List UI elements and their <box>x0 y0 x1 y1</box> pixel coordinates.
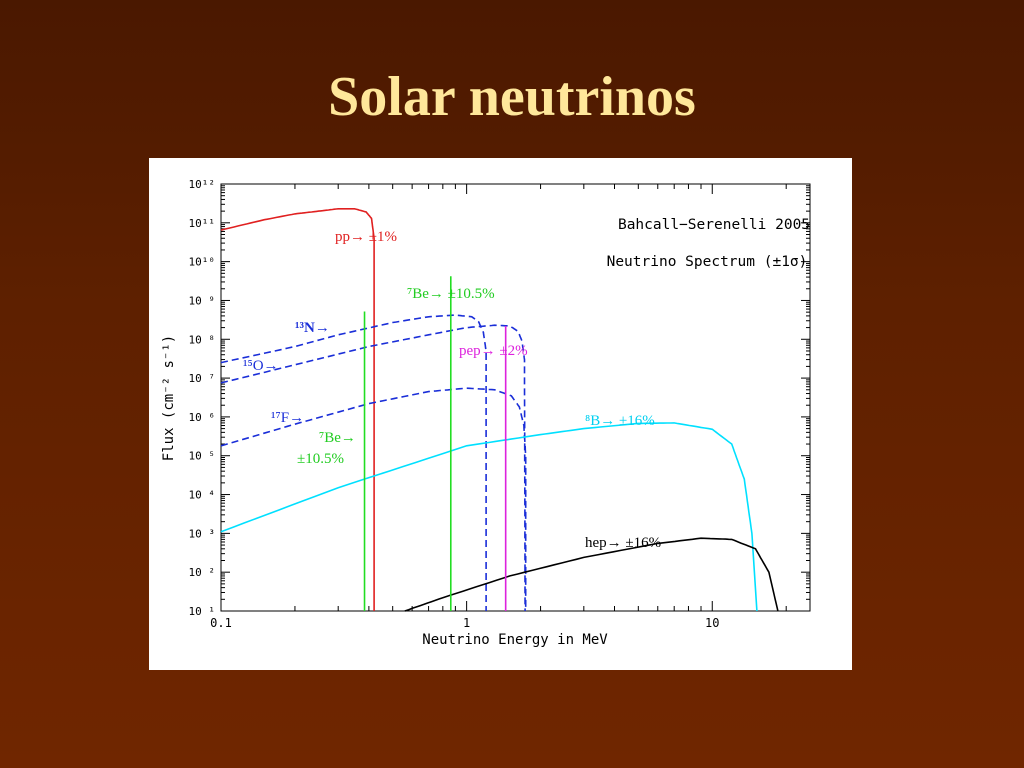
series-15o <box>220 324 526 612</box>
7be-lower-label: ⁷Be→ ±10.5% <box>297 430 360 467</box>
y-tick-label: 10 ² <box>189 566 216 579</box>
line-spectra-group <box>363 276 507 611</box>
13n-label: ¹³N→ <box>295 320 330 336</box>
x-tick-label: 10 <box>705 616 719 630</box>
y-tick-label: 10 ⁵ <box>189 450 216 463</box>
8b-label: ⁸B→ ±16% <box>585 413 655 429</box>
y-axis: 10¹² 10¹¹ 10¹⁰ 10 ⁹ 10 ⁸ 10 ⁷ 10 ⁶ 10 ⁵ 10 ⁴ 10 ³… <box>189 178 810 618</box>
15o-label: ¹⁵O→ <box>243 358 279 374</box>
x-axis-label: Neutrino Energy in MeV <box>422 632 608 648</box>
y-tick-label: 10¹⁰ <box>189 256 216 269</box>
series-17f <box>220 387 527 611</box>
neutrino-spectrum-chart: 10¹² 10¹¹ 10¹⁰ 10 ⁹ 10 ⁸ 10 ⁷ 10 ⁶ 10 ⁵ 10 ⁴ 10 ³… <box>161 178 811 648</box>
7be-upper-label: ⁷Be→ ±10.5% <box>407 286 495 302</box>
hep-label: hep→ ±16% <box>585 535 661 551</box>
y-tick-label: 10 ⁴ <box>189 489 216 502</box>
pp-label: pp→ ±1% <box>335 229 397 245</box>
chart-title: Bahcall−Serenelli 2005 <box>618 217 810 233</box>
series-hep <box>404 537 779 612</box>
y-tick-label: 10 ⁷ <box>189 372 216 385</box>
slide-title: Solar neutrinos <box>328 66 696 128</box>
chart-subtitle: Neutrino Spectrum (±1σ) <box>607 254 808 270</box>
x-tick-label: 0.1 <box>210 616 232 630</box>
plot-panel: 10¹² 10¹¹ 10¹⁰ 10 ⁹ 10 ⁸ 10 ⁷ 10 ⁶ 10 ⁵ 10 ⁴ 10 ³… <box>149 158 852 670</box>
series-8b <box>220 422 758 612</box>
series-group <box>220 207 779 612</box>
y-tick-label: 10¹² <box>189 178 216 191</box>
y-tick-label: 10 ⁸ <box>189 333 216 346</box>
y-tick-label: 10 ⁹ <box>189 294 216 307</box>
y-tick-label: 10¹¹ <box>189 217 216 230</box>
x-tick-label: 1 <box>463 616 470 630</box>
y-tick-label: 10 ¹ <box>189 605 216 618</box>
series-pp <box>220 207 375 611</box>
y-tick-label: 10 ⁶ <box>189 411 216 424</box>
x-axis: 0.1 1 10 <box>210 184 787 630</box>
17f-label: ¹⁷F→ <box>271 410 304 426</box>
plot-frame <box>220 183 811 612</box>
y-axis-label: Flux (cm⁻² s⁻¹) <box>161 335 177 461</box>
series-13n <box>220 314 487 611</box>
pep-label: pep→ ±2% <box>459 343 528 359</box>
y-tick-label: 10 ³ <box>189 527 216 540</box>
